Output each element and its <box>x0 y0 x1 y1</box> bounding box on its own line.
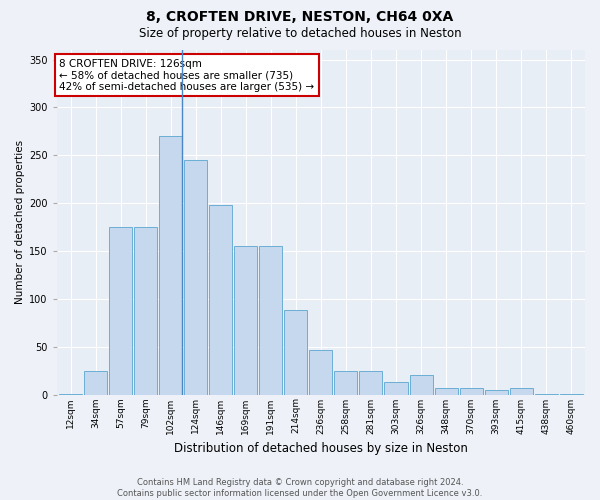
Bar <box>134 227 157 394</box>
Bar <box>359 370 382 394</box>
Bar <box>509 388 533 394</box>
Bar <box>84 370 107 394</box>
Bar <box>434 388 458 394</box>
Bar <box>284 310 307 394</box>
Bar <box>385 382 407 394</box>
Bar <box>159 136 182 394</box>
Bar <box>485 390 508 394</box>
Bar <box>259 246 283 394</box>
Y-axis label: Number of detached properties: Number of detached properties <box>15 140 25 304</box>
Bar <box>184 160 207 394</box>
X-axis label: Distribution of detached houses by size in Neston: Distribution of detached houses by size … <box>174 442 468 455</box>
Bar <box>460 388 482 394</box>
Bar <box>310 350 332 395</box>
Text: 8, CROFTEN DRIVE, NESTON, CH64 0XA: 8, CROFTEN DRIVE, NESTON, CH64 0XA <box>146 10 454 24</box>
Bar <box>109 227 132 394</box>
Bar <box>234 246 257 394</box>
Bar <box>410 376 433 394</box>
Text: Contains HM Land Registry data © Crown copyright and database right 2024.
Contai: Contains HM Land Registry data © Crown c… <box>118 478 482 498</box>
Bar <box>334 370 358 394</box>
Text: Size of property relative to detached houses in Neston: Size of property relative to detached ho… <box>139 28 461 40</box>
Bar <box>209 205 232 394</box>
Text: 8 CROFTEN DRIVE: 126sqm
← 58% of detached houses are smaller (735)
42% of semi-d: 8 CROFTEN DRIVE: 126sqm ← 58% of detache… <box>59 58 314 92</box>
